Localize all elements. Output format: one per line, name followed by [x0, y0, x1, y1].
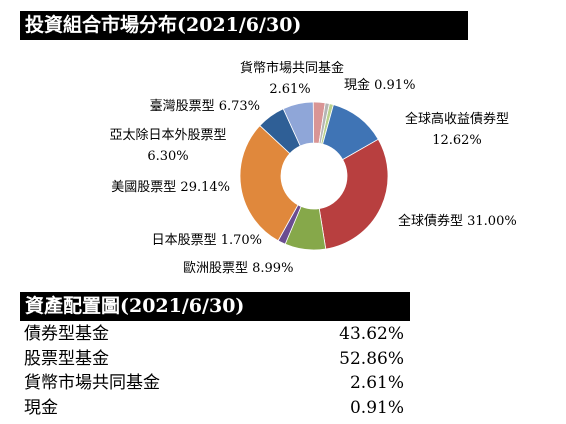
asset-allocation-title: 資產配置圖(2021/6/30) — [20, 292, 410, 321]
donut-slice — [318, 102, 330, 145]
label-cash: 現金 0.91% — [344, 77, 415, 93]
label-apac-value: 6.30% — [147, 149, 188, 164]
table-row: 債券型基金 43.62% — [24, 322, 404, 347]
label-apac-name: 亞太除日本外股票型 — [109, 128, 226, 143]
asset-value: 2.61% — [349, 373, 404, 393]
label-money-market-name: 貨幣市場共同基金 — [240, 60, 344, 76]
donut-slice — [318, 138, 389, 250]
table-row: 現金 0.91% — [24, 396, 404, 421]
portfolio-donut-chart: 貨幣市場共同基金 2.61% 現金 0.91% 全球高收益債券型 12.62% … — [109, 60, 516, 276]
portfolio-distribution-title: 投資組合市場分布(2021/6/30) — [20, 11, 468, 40]
table-row: 股票型基金 52.86% — [24, 347, 404, 372]
asset-name: 債券型基金 — [24, 324, 109, 344]
label-europe: 歐洲股票型 8.99% — [183, 261, 293, 276]
asset-allocation-table: 債券型基金 43.62% 股票型基金 52.86% 貨幣市場共同基金 2.61%… — [24, 322, 404, 420]
asset-value: 43.62% — [339, 324, 404, 344]
label-us: 美國股票型 29.14% — [111, 180, 230, 195]
asset-name: 貨幣市場共同基金 — [24, 373, 160, 393]
label-global-hy-value: 12.62% — [432, 133, 482, 148]
label-global-hy-name: 全球高收益債券型 — [405, 111, 509, 127]
label-money-market-value: 2.61% — [269, 82, 310, 97]
asset-value: 52.86% — [339, 348, 404, 369]
label-global-bond: 全球債券型 31.00% — [398, 213, 517, 229]
donut-slice — [239, 125, 299, 242]
donut-slices — [239, 101, 389, 251]
table-row: 貨幣市場共同基金 2.61% — [24, 371, 404, 396]
slice-labels: 貨幣市場共同基金 2.61% 現金 0.91% 全球高收益債券型 12.62% … — [109, 60, 516, 276]
label-taiwan: 臺灣股票型 6.73% — [150, 99, 260, 114]
asset-name: 現金 — [24, 397, 58, 418]
asset-value: 0.91% — [349, 397, 404, 418]
label-japan: 日本股票型 1.70% — [152, 233, 262, 248]
asset-name: 股票型基金 — [24, 348, 109, 369]
